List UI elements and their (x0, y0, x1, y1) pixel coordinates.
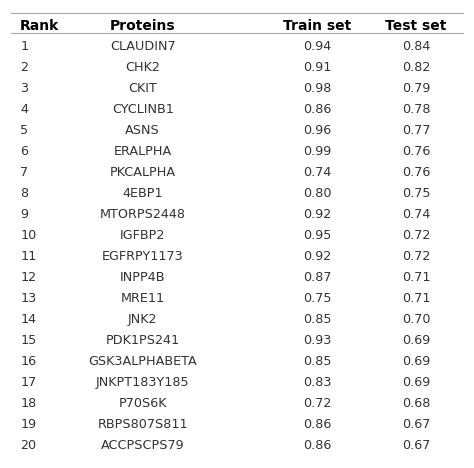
Text: 0.83: 0.83 (303, 376, 331, 389)
Text: 20: 20 (20, 439, 36, 452)
Text: P70S6K: P70S6K (118, 397, 167, 410)
Text: CHK2: CHK2 (125, 61, 160, 74)
Text: 7: 7 (20, 166, 28, 179)
Text: 11: 11 (20, 250, 36, 263)
Text: 0.85: 0.85 (303, 355, 331, 368)
Text: 0.80: 0.80 (303, 187, 331, 200)
Text: 0.74: 0.74 (303, 166, 331, 179)
Text: 2: 2 (20, 61, 28, 74)
Text: ACCPSCPS79: ACCPSCPS79 (101, 439, 184, 452)
Text: 18: 18 (20, 397, 36, 410)
Text: 13: 13 (20, 292, 36, 305)
Text: 6: 6 (20, 145, 28, 158)
Text: 5: 5 (20, 124, 28, 137)
Text: 0.74: 0.74 (402, 208, 430, 221)
Text: EGFRPY1173: EGFRPY1173 (102, 250, 183, 263)
Text: 8: 8 (20, 187, 28, 200)
Text: CKIT: CKIT (128, 82, 157, 95)
Text: 14: 14 (20, 313, 36, 326)
Text: 0.91: 0.91 (303, 61, 331, 74)
Text: GSK3ALPHABETA: GSK3ALPHABETA (88, 355, 197, 368)
Text: 19: 19 (20, 418, 36, 431)
Text: 0.76: 0.76 (402, 145, 430, 158)
Text: 3: 3 (20, 82, 28, 95)
Text: JNK2: JNK2 (128, 313, 157, 326)
Text: 9: 9 (20, 208, 28, 221)
Text: 0.82: 0.82 (402, 61, 430, 74)
Text: 0.96: 0.96 (303, 124, 331, 137)
Text: 0.72: 0.72 (402, 229, 430, 242)
Text: 4: 4 (20, 103, 28, 116)
Text: 0.95: 0.95 (303, 229, 331, 242)
Text: MTORPS2448: MTORPS2448 (100, 208, 186, 221)
Text: 12: 12 (20, 271, 36, 284)
Text: ASNS: ASNS (126, 124, 160, 137)
Text: 0.69: 0.69 (402, 376, 430, 389)
Text: 0.86: 0.86 (303, 439, 331, 452)
Text: 0.94: 0.94 (303, 40, 331, 53)
Text: Test set: Test set (385, 19, 447, 33)
Text: 10: 10 (20, 229, 36, 242)
Text: Train set: Train set (283, 19, 351, 33)
Text: 0.72: 0.72 (402, 250, 430, 263)
Text: 0.69: 0.69 (402, 334, 430, 347)
Text: Rank: Rank (20, 19, 60, 33)
Text: 0.86: 0.86 (303, 103, 331, 116)
Text: 0.92: 0.92 (303, 208, 331, 221)
Text: CLAUDIN7: CLAUDIN7 (110, 40, 175, 53)
Text: 0.87: 0.87 (303, 271, 331, 284)
Text: 0.75: 0.75 (303, 292, 331, 305)
Text: 4EBP1: 4EBP1 (122, 187, 163, 200)
Text: 0.68: 0.68 (402, 397, 430, 410)
Text: 0.79: 0.79 (402, 82, 430, 95)
Text: 0.71: 0.71 (402, 271, 430, 284)
Text: INPP4B: INPP4B (120, 271, 165, 284)
Text: 0.69: 0.69 (402, 355, 430, 368)
Text: JNKPT183Y185: JNKPT183Y185 (96, 376, 190, 389)
Text: 16: 16 (20, 355, 36, 368)
Text: 17: 17 (20, 376, 36, 389)
Text: 0.85: 0.85 (303, 313, 331, 326)
Text: 0.99: 0.99 (303, 145, 331, 158)
Text: PKCALPHA: PKCALPHA (109, 166, 176, 179)
Text: 0.70: 0.70 (402, 313, 430, 326)
Text: CYCLINB1: CYCLINB1 (112, 103, 173, 116)
Text: Proteins: Proteins (110, 19, 175, 33)
Text: 0.71: 0.71 (402, 292, 430, 305)
Text: 0.78: 0.78 (402, 103, 430, 116)
Text: RBPS807S811: RBPS807S811 (98, 418, 188, 431)
Text: 0.98: 0.98 (303, 82, 331, 95)
Text: 0.75: 0.75 (402, 187, 430, 200)
Text: 1: 1 (20, 40, 28, 53)
Text: 0.93: 0.93 (303, 334, 331, 347)
Text: 0.84: 0.84 (402, 40, 430, 53)
Text: IGFBP2: IGFBP2 (120, 229, 165, 242)
Text: 15: 15 (20, 334, 36, 347)
Text: 0.86: 0.86 (303, 418, 331, 431)
Text: MRE11: MRE11 (121, 292, 165, 305)
Text: PDK1PS241: PDK1PS241 (106, 334, 180, 347)
Text: 0.67: 0.67 (402, 418, 430, 431)
Text: 0.77: 0.77 (402, 124, 430, 137)
Text: 0.67: 0.67 (402, 439, 430, 452)
Text: ERALPHA: ERALPHA (114, 145, 172, 158)
Text: 0.72: 0.72 (303, 397, 331, 410)
Text: 0.76: 0.76 (402, 166, 430, 179)
Text: 0.92: 0.92 (303, 250, 331, 263)
